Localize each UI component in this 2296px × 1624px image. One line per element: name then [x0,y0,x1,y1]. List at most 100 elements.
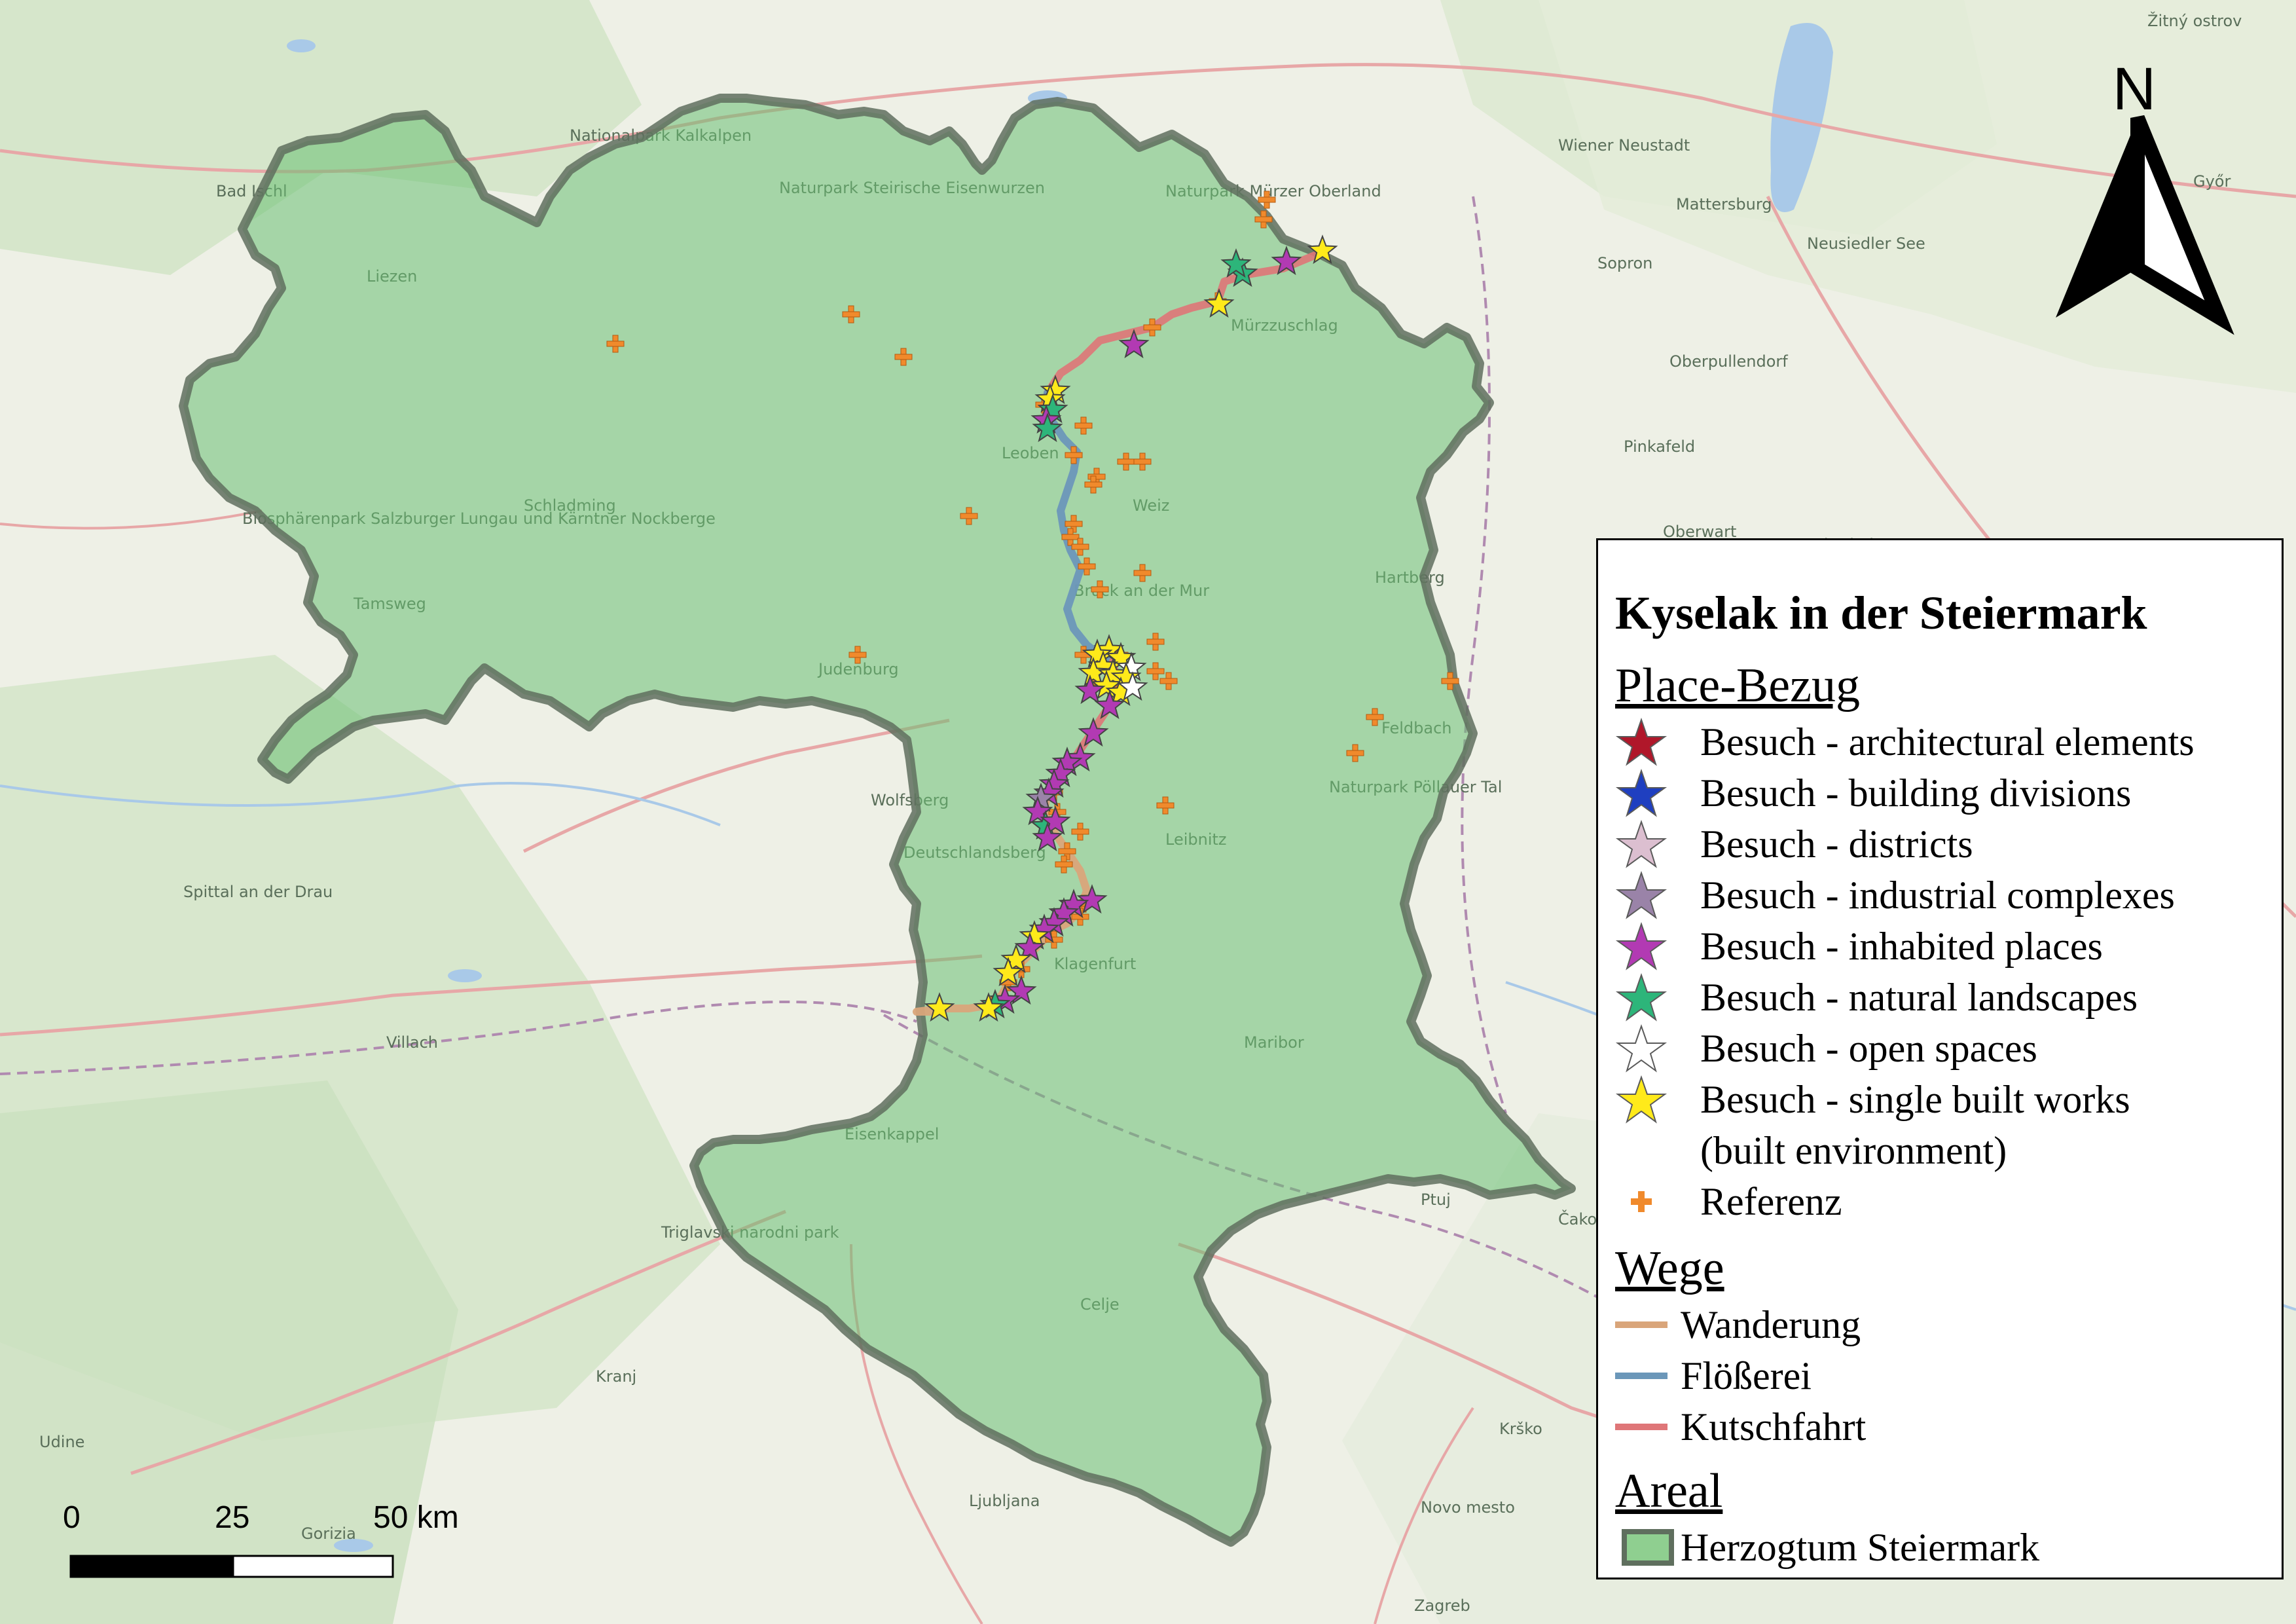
visit-star-marker[interactable] [1118,329,1150,359]
legend-item-kutschfahrt[interactable]: Kutschfahrt [1615,1402,2276,1452]
reference-cross-marker[interactable] [1061,528,1080,546]
reference-cross-marker[interactable] [1071,538,1089,556]
reference-cross-marker[interactable] [1143,318,1161,337]
legend-label: Besuch - inhabited places [1700,925,2103,968]
visit-star-marker[interactable] [1040,805,1071,836]
visit-star-marker[interactable] [1117,671,1148,701]
legend-item-industrial-complexes[interactable]: Besuch - industrial complexes [1615,870,2276,920]
visit-star-marker[interactable] [1000,944,1032,974]
reference-cross-marker[interactable] [1146,662,1165,680]
reference-cross-marker[interactable] [1055,855,1073,874]
reference-cross-marker[interactable] [606,335,625,353]
visit-star-marker[interactable] [1022,796,1053,826]
reference-cross-marker[interactable] [1091,580,1109,599]
visit-star-marker[interactable] [1032,822,1063,852]
reference-cross-marker[interactable] [1254,210,1273,229]
legend-label: Besuch - industrial complexes [1700,874,2175,917]
scale-bar [69,1555,394,1578]
basemap-place-label: Oberwart [1663,523,1736,541]
scale-bar-segment-2 [232,1555,394,1578]
basemap-place-label: Pinkafeld [1624,437,1695,456]
visit-star-marker[interactable] [973,992,1004,1022]
reference-cross-marker[interactable] [1258,191,1276,209]
scale-tick-25: 25 [215,1500,250,1535]
basemap-place-label: Zagreb [1414,1596,1470,1615]
visit-star-marker[interactable] [1091,670,1122,700]
legend-item-architectural-elements[interactable]: Besuch - architectural elements [1615,717,2276,767]
reference-cross-marker[interactable] [1346,744,1364,762]
legend-item-single-built-works-line2: (built environment) [1615,1126,2276,1175]
legend-label: Referenz [1700,1180,1842,1223]
reference-cross-marker[interactable] [1074,416,1093,435]
basemap-place-label: Žitný ostrov [2147,11,2242,30]
legend-label: Besuch - architectural elements [1700,720,2195,764]
route-line-icon [1615,1373,1667,1379]
basemap-place-label: Oberpullendorf [1669,352,1788,371]
visit-star-marker[interactable] [1220,248,1252,278]
visit-star-marker[interactable] [1074,674,1106,705]
reference-cross-marker[interactable] [1146,633,1165,651]
visit-star-marker[interactable] [1014,932,1046,962]
route-line-icon [1615,1424,1667,1430]
basemap-place-label: Villach [386,1033,438,1052]
reference-cross-marker[interactable] [1441,672,1459,690]
visit-star-marker[interactable] [993,957,1024,987]
visit-star-marker[interactable] [1271,246,1302,276]
region-herzogtum-steiermark[interactable] [179,94,1576,1547]
reference-cross-marker[interactable] [1156,796,1175,815]
reference-cross-marker[interactable] [1078,557,1096,576]
reference-cross-marker[interactable] [1065,515,1083,533]
reference-cross-marker[interactable] [848,646,867,664]
legend-item-flosserei[interactable]: Flößerei [1615,1351,2276,1401]
visit-star-marker[interactable] [1078,657,1109,687]
reference-cross-marker[interactable] [894,348,913,366]
reference-cross-marker[interactable] [1159,672,1178,690]
reference-cross-marker[interactable] [1117,452,1135,471]
legend-item-natural-landscapes[interactable]: Besuch - natural landscapes [1615,972,2276,1022]
basemap-place-label: Mattersburg [1676,195,1772,213]
route-flosserei[interactable] [1044,389,1117,665]
visit-star-marker[interactable] [1203,288,1235,318]
visit-star-marker[interactable] [1078,717,1109,747]
legend-label: Besuch - building divisions [1700,771,2132,815]
legend-item-herzogtum-steiermark[interactable]: Herzogtum Steiermark [1615,1522,2276,1572]
visit-star-marker[interactable] [1019,920,1050,950]
star-icon [1615,1024,1667,1073]
legend-item-open-spaces[interactable]: Besuch - open spaces [1615,1024,2276,1073]
legend-item-inhabited-places[interactable]: Besuch - inhabited places [1615,921,2276,971]
legend-item-wanderung[interactable]: Wanderung [1615,1300,2276,1350]
legend-item-single-built-works[interactable]: Besuch - single built works [1615,1075,2276,1124]
visit-star-marker[interactable] [1006,975,1037,1005]
reference-cross-marker[interactable] [1058,842,1076,860]
reference-cross-marker[interactable] [1084,475,1102,494]
reference-cross-marker[interactable] [1074,646,1093,664]
scale-tick-0: 0 [63,1500,81,1535]
visit-star-marker[interactable] [1082,638,1113,669]
basemap-place-label: Neusiedler See [1807,234,1925,253]
reference-cross-marker[interactable] [842,305,860,323]
reference-cross-marker[interactable] [1133,564,1152,582]
basemap-place-label: Udine [39,1433,84,1451]
visit-star-marker[interactable] [1094,690,1125,720]
cross-icon [1631,1191,1652,1212]
visit-star-marker[interactable] [1307,234,1338,265]
reference-cross-marker[interactable] [1065,446,1083,464]
legend-item-districts[interactable]: Besuch - districts [1615,819,2276,869]
star-icon [1615,921,1667,970]
visit-star-marker[interactable] [1076,884,1108,914]
reference-cross-marker[interactable] [1366,708,1384,726]
scale-bar-segment-1 [69,1555,234,1578]
visit-star-marker[interactable] [1032,413,1063,443]
reference-cross-marker[interactable] [960,507,978,525]
legend-label: Besuch - open spaces [1700,1027,2037,1070]
visit-star-marker[interactable] [924,992,955,1022]
star-icon [1615,972,1667,1022]
visit-star-marker[interactable] [1065,742,1096,772]
star-icon [1615,717,1667,766]
legend-item-referenz[interactable]: Referenz [1615,1177,2276,1227]
legend-item-building-divisions[interactable]: Besuch - building divisions [1615,768,2276,818]
reference-cross-marker[interactable] [1071,822,1089,841]
reference-cross-marker[interactable] [1133,452,1152,471]
north-arrow-left-half [2056,118,2138,318]
